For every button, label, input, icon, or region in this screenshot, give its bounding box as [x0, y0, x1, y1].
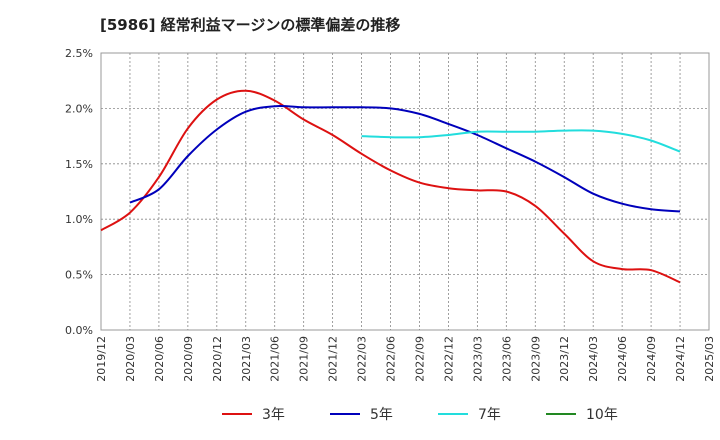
series-line-7年 — [361, 129, 681, 153]
x-tick-label: 2020/03 — [124, 336, 137, 382]
legend-label: 3年 — [262, 407, 285, 423]
x-tick-label: 2024/12 — [674, 336, 687, 382]
y-tick-label: 0.0% — [65, 324, 93, 337]
legend-label: 10年 — [586, 407, 618, 423]
y-tick-label: 1.5% — [65, 158, 93, 171]
y-axis-ticks: 0.0% 0.5% 1.0% 1.5% 2.0% 2.5% — [65, 47, 93, 337]
x-tick-label: 2024/03 — [587, 336, 600, 382]
series-line-3年 — [100, 89, 681, 284]
x-tick-label: 2022/03 — [356, 336, 369, 382]
chart-title: [5986] 経常利益マージンの標準偏差の推移 — [100, 16, 401, 34]
x-tick-label: 2021/09 — [298, 336, 311, 382]
x-tick-label: 2021/03 — [240, 336, 253, 382]
x-tick-label: 2023/06 — [500, 336, 513, 382]
x-tick-label: 2024/06 — [616, 336, 629, 382]
x-tick-label: 2023/03 — [471, 336, 484, 382]
x-tick-label: 2023/09 — [529, 336, 542, 382]
y-tick-label: 1.0% — [65, 213, 93, 226]
x-tick-label: 2024/09 — [645, 336, 658, 382]
x-tick-label: 2023/12 — [558, 336, 571, 382]
legend: 3年 5年 7年 10年 — [222, 407, 618, 423]
x-tick-label: 2020/12 — [211, 336, 224, 382]
x-tick-label: 2020/09 — [182, 336, 195, 382]
y-tick-label: 0.5% — [65, 269, 93, 282]
y-tick-label: 2.5% — [65, 47, 93, 60]
x-tick-label: 2019/12 — [95, 336, 108, 382]
x-tick-label: 2025/03 — [703, 336, 716, 382]
series-line-5年 — [129, 105, 681, 213]
y-tick-label: 2.0% — [65, 102, 93, 115]
grid-lines — [101, 53, 709, 330]
series-lines — [100, 89, 681, 284]
x-tick-label: 2022/09 — [413, 336, 426, 382]
legend-label: 5年 — [370, 407, 393, 423]
x-tick-label: 2020/06 — [153, 336, 166, 382]
x-tick-label: 2021/06 — [269, 336, 282, 382]
plot-area — [100, 52, 710, 331]
legend-label: 7年 — [478, 407, 501, 423]
x-tick-label: 2022/06 — [385, 336, 398, 382]
x-axis-ticks: 2019/12 2020/03 2020/06 2020/09 2020/12 2021/… — [95, 336, 716, 382]
x-tick-label: 2022/12 — [442, 336, 455, 382]
x-tick-label: 2021/12 — [327, 336, 340, 382]
